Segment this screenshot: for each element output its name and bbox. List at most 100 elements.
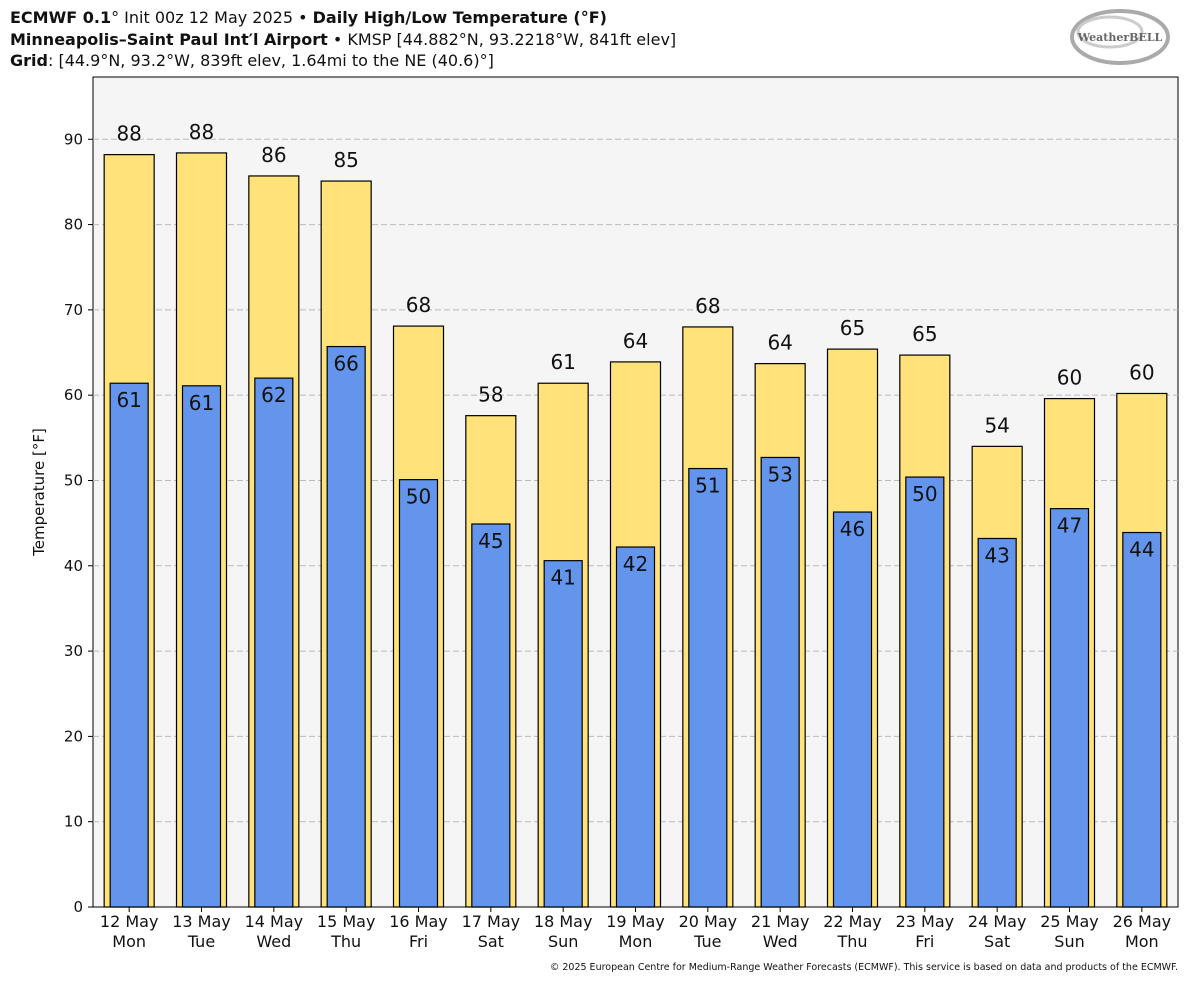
y-tick-label: 60: [64, 386, 83, 404]
y-tick-label: 90: [64, 130, 83, 148]
y-tick-label: 40: [64, 557, 83, 575]
data-label: 64: [623, 329, 648, 353]
x-tick-label: Sun: [548, 932, 578, 951]
data-label: 53: [767, 462, 792, 486]
bar: [832, 511, 873, 908]
grid-info: Grid: [44.9°N, 93.2°W, 839ft elev, 1.64m…: [10, 51, 494, 70]
y-tick-label: 20: [64, 727, 83, 745]
subtitle-part: Minneapolis–Saint Paul Int′l Airport: [10, 30, 328, 49]
data-label: 65: [912, 322, 937, 346]
x-tick-label: Tue: [187, 932, 215, 951]
data-label: 86: [261, 143, 286, 167]
x-tick-label: 17 May: [462, 912, 521, 931]
x-tick-label: Mon: [619, 932, 653, 951]
data-label: 45: [478, 529, 503, 553]
subtitle-part: • KMSP [44.882°N, 93.2218°W, 841ft elev]: [328, 30, 676, 49]
subtitle: Minneapolis–Saint Paul Int′l Airport • K…: [10, 30, 676, 49]
logo-swirl: [1070, 9, 1170, 65]
data-label: 61: [116, 388, 141, 412]
x-tick-label: 19 May: [606, 912, 665, 931]
bar: [760, 456, 800, 908]
x-tick-label: 14 May: [245, 912, 304, 931]
x-tick-label: 22 May: [823, 912, 882, 931]
x-tick-label: Mon: [1125, 932, 1159, 951]
bar: [543, 560, 583, 908]
grid-info-part: Grid: [10, 51, 48, 70]
data-label: 58: [478, 383, 503, 407]
x-tick-label: Fri: [915, 932, 934, 951]
data-label: 54: [984, 413, 1009, 437]
x-tick-label: Thu: [330, 932, 361, 951]
data-label: 65: [840, 316, 865, 340]
data-label: 43: [984, 543, 1009, 567]
logo: WeatherBELL: [1077, 31, 1163, 44]
x-tick-label: 18 May: [534, 912, 593, 931]
bar: [471, 523, 511, 908]
y-tick-label: 30: [64, 642, 83, 660]
bar: [977, 537, 1017, 908]
data-label: 66: [333, 352, 358, 376]
data-label: 68: [695, 294, 720, 318]
x-tick-label: Sun: [1054, 932, 1084, 951]
y-tick-label: 50: [64, 471, 83, 489]
x-tick-label: 15 May: [317, 912, 376, 931]
footer: © 2025 European Centre for Medium-Range …: [550, 962, 1178, 973]
y-axis-label: Temperature [°F]: [30, 428, 48, 557]
data-label: 60: [1129, 360, 1154, 384]
x-tick-label: Wed: [763, 932, 798, 951]
x-tick-label: 23 May: [896, 912, 955, 931]
data-label: 51: [695, 474, 720, 498]
data-label: 50: [912, 482, 937, 506]
data-label: 44: [1129, 538, 1154, 562]
x-tick-label: Tue: [693, 932, 721, 951]
logo-swirl: [1076, 15, 1144, 49]
x-tick-label: Sat: [984, 932, 1010, 951]
x-tick-label: 12 May: [100, 912, 159, 931]
data-label: 61: [550, 350, 575, 374]
x-tick-label: Wed: [256, 932, 291, 951]
data-label: 60: [1057, 366, 1082, 390]
bar: [398, 479, 439, 908]
data-label: 47: [1057, 514, 1082, 538]
bar: [181, 385, 222, 908]
y-tick-label: 70: [64, 301, 83, 319]
x-tick-label: 25 May: [1040, 912, 1099, 931]
y-tick-label: 10: [64, 813, 83, 831]
bar: [254, 377, 294, 908]
data-label: 50: [406, 485, 431, 509]
title-part: ° Init 00z 12 May 2025 •: [111, 8, 313, 27]
x-tick-label: Sat: [478, 932, 504, 951]
title-part: ECMWF 0.1: [10, 8, 111, 27]
x-tick-label: Mon: [112, 932, 146, 951]
x-tick-label: 13 May: [172, 912, 231, 931]
x-tick-label: 24 May: [968, 912, 1027, 931]
bar: [688, 467, 728, 908]
x-tick-label: 21 May: [751, 912, 810, 931]
data-label: 42: [623, 552, 648, 576]
x-tick-label: Fri: [409, 932, 428, 951]
data-label: 85: [333, 148, 358, 172]
x-tick-label: 16 May: [389, 912, 448, 931]
x-tick-label: Thu: [836, 932, 867, 951]
data-label: 88: [189, 120, 214, 144]
data-label: 41: [550, 566, 575, 590]
data-label: 64: [767, 331, 792, 355]
data-label: 62: [261, 383, 286, 407]
bar: [615, 546, 656, 908]
bar: [109, 382, 149, 908]
data-label: 61: [189, 391, 214, 415]
title-part: Daily High/Low Temperature (°F): [313, 8, 607, 27]
x-tick-label: 20 May: [679, 912, 738, 931]
data-label: 68: [406, 293, 431, 317]
data-label: 46: [840, 517, 865, 541]
data-label: 88: [116, 122, 141, 146]
bar: [905, 476, 945, 908]
bar: [1122, 531, 1162, 908]
bar: [326, 345, 366, 908]
grid-info-part: : [44.9°N, 93.2°W, 839ft elev, 1.64mi to…: [48, 51, 494, 70]
bar: [1049, 508, 1090, 908]
chart-title: ECMWF 0.1° Init 00z 12 May 2025 • Daily …: [10, 8, 607, 27]
x-tick-label: 26 May: [1113, 912, 1172, 931]
